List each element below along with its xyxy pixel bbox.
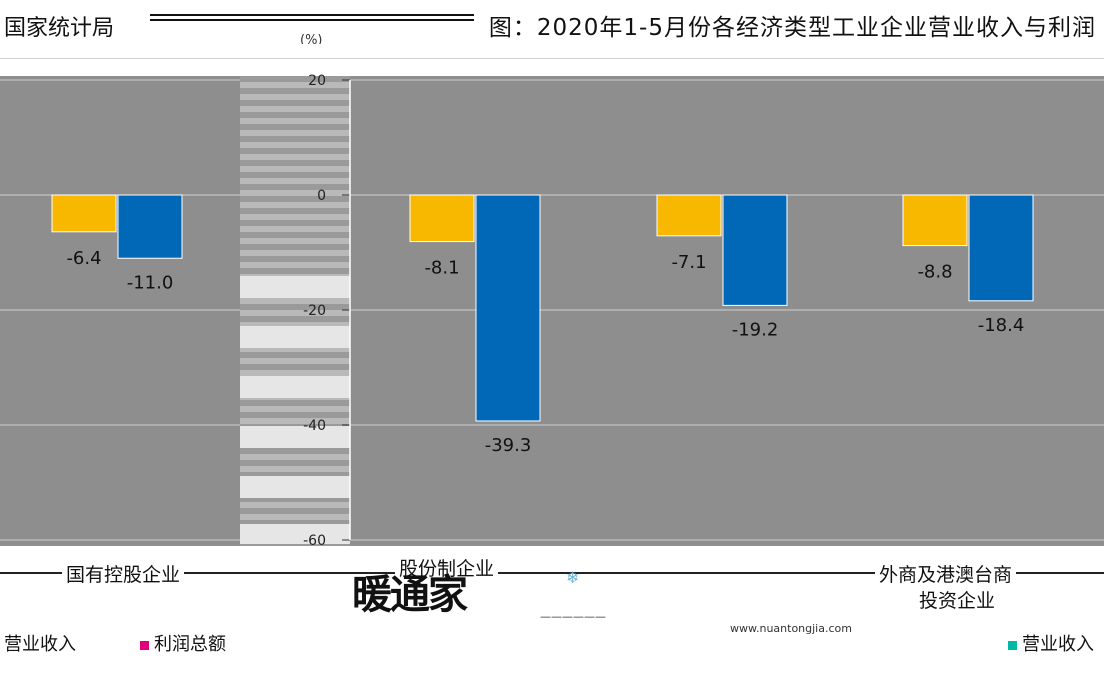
y-tick-label: 0 [317,188,326,204]
y-tick-label: -20 [303,303,326,319]
snowflake-icon: ❄ [566,568,580,587]
bar-revenue [656,194,722,237]
bar-revenue [51,194,117,233]
data-label-revenue: -7.1 [671,252,706,273]
top-band [0,44,1104,77]
legend-item-2: 营业收入 [1008,630,1094,656]
bar-profit [117,194,183,259]
watermark-tagline: —————— [540,610,606,623]
watermark-logo: 暖通家 [352,571,468,618]
legend-swatch [140,640,149,650]
y-tick-label: -40 [303,418,326,434]
category-label-0: 国有控股企业 [62,560,185,587]
bar-profit [968,194,1034,302]
bar-revenue [409,194,475,243]
data-label-revenue: -8.1 [424,258,459,279]
y-axis-band [240,76,350,546]
legend-item-0: 营业收入 [4,634,76,655]
bottom-band: 国有控股企业 股份制企业 外商及港澳台商 投资企业 暖通家 ❄ —————— w… [0,546,1104,674]
bar-profit [722,194,788,306]
category-label-2: 外商及港澳台商 [875,560,1017,587]
bar-profit [475,194,541,422]
chart-title: 图：2020年1-5月份各经济类型工业企业营业收入与利润 [488,15,1096,41]
source-label: 国家统计局 [4,16,115,41]
data-label-profit: -19.2 [732,319,779,340]
plot-area [0,76,1104,546]
legend-swatch [1008,640,1017,650]
data-label-profit: -18.4 [978,315,1025,336]
watermark-site: www.nuantongjia.com [730,622,852,635]
bar-revenue [902,194,968,247]
category-axis-rule [0,572,1104,574]
y-tick-label: 20 [308,73,326,89]
legend-item-1: 利润总额 [140,630,226,656]
category-label-1: 股份制企业 [395,554,499,581]
chart-header: 国家统计局 图：2020年1-5月份各经济类型工业企业营业收入与利润 [0,0,1104,44]
y-tick-label: -60 [303,533,326,549]
data-label-profit: -39.3 [485,435,532,456]
data-label-profit: -11.0 [127,272,174,293]
data-label-revenue: -6.4 [66,248,101,269]
data-label-revenue: -8.8 [917,262,952,283]
header-rule [150,14,474,21]
legend: 营业收入 利润总额 营业收入 [0,630,1104,656]
category-label-3: 投资企业 [915,586,1000,613]
